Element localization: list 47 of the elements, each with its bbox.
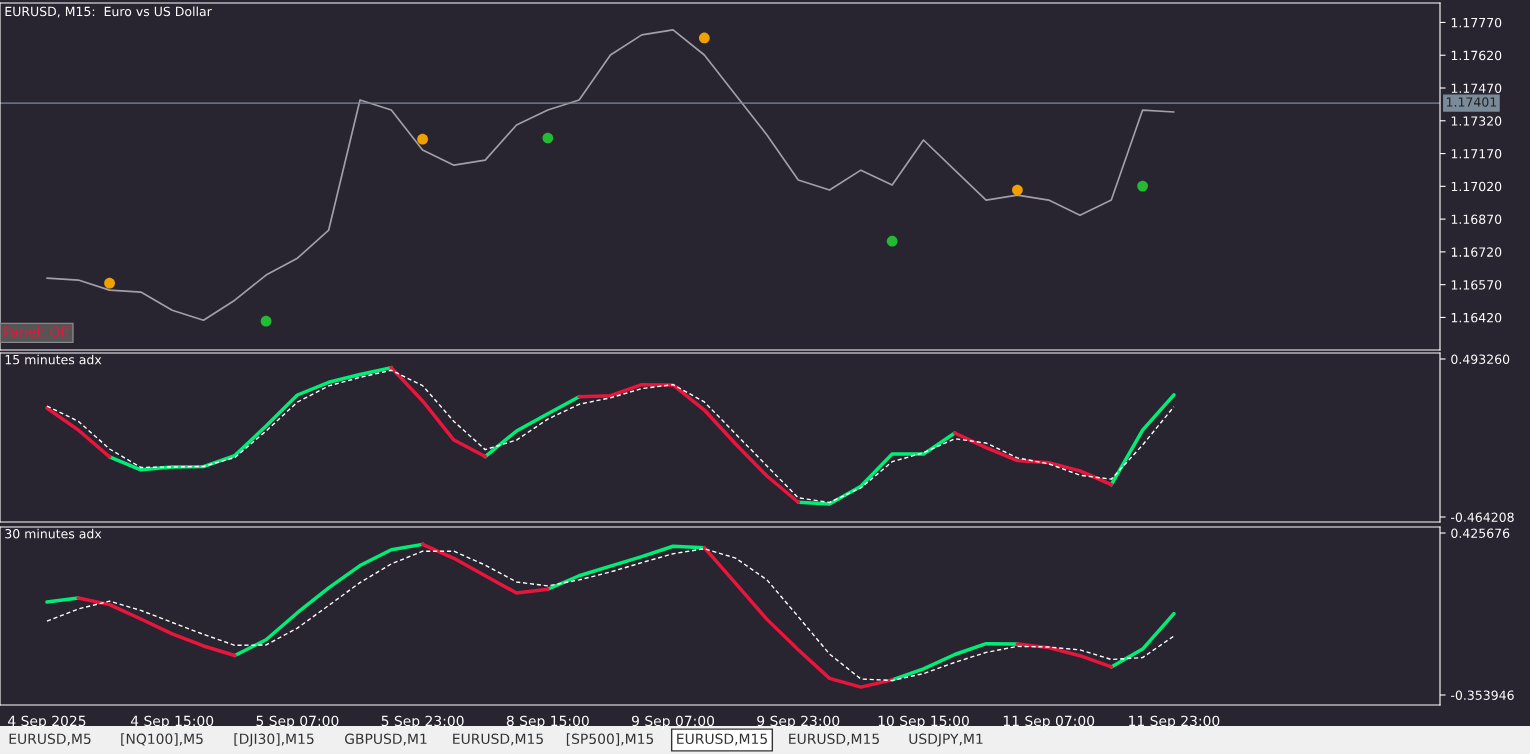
line-series: [46, 29, 1175, 322]
chart-title: EURUSD, M15: Euro vs US Dollar: [5, 6, 212, 18]
x-tick-label: 10 Sep 15:00: [878, 715, 969, 729]
chart-title: 15 minutes adx: [5, 354, 102, 365]
point: [886, 235, 898, 247]
x-tick-label: 8 Sep 15:00: [506, 715, 589, 729]
x-tick-label: 5 Sep 23:00: [381, 715, 464, 729]
y-tick-label: 0.425676: [1451, 528, 1510, 538]
text: GBPUSD,M1: [344, 733, 427, 746]
point: [542, 132, 554, 144]
y-tick-label: 1.17770: [1451, 17, 1502, 28]
point: [417, 133, 428, 145]
y-tick-label: 1.17170: [1451, 149, 1502, 159]
text: USDJPY,M1: [909, 733, 983, 747]
text: EURUSD,M5: [9, 733, 91, 746]
x-tick-label: 5 Sep 07:00: [256, 715, 339, 729]
x-tick-label: 9 Sep 23:00: [757, 715, 840, 729]
x-tick-label: 11 Sep 07:00: [1003, 715, 1095, 729]
y-tick-label: -0.464208: [1451, 512, 1514, 522]
x-tick-label: 11 Sep 23:00: [1129, 715, 1220, 729]
y-tick-label: 1.17620: [1451, 50, 1502, 61]
point: [1137, 180, 1148, 192]
y-tick-label: -0.353946: [1451, 690, 1514, 700]
text: [NQ100],M5: [121, 733, 203, 746]
text: EURUSD,M15: [677, 733, 767, 746]
text: EURUSD,M15: [789, 733, 879, 746]
x-tick-label: 4 Sep 15:00: [130, 715, 214, 729]
chart-title: 30 minutes adx: [5, 528, 102, 539]
ref-line-label: 1.17401: [1446, 97, 1497, 107]
annotation: Panel: Off: [4, 326, 71, 337]
point: [104, 277, 115, 289]
point: [260, 315, 272, 327]
x-tick-label: 4 Sep 2025: [8, 715, 86, 729]
x-tick-label: 9 Sep 07:00: [631, 715, 715, 729]
y-tick-label: 1.16570: [1451, 280, 1502, 290]
point: [698, 32, 710, 44]
y-tick-label: 1.16720: [1451, 247, 1502, 257]
y-tick-label: 1.17020: [1451, 181, 1502, 192]
y-tick-label: 1.17320: [1451, 116, 1502, 126]
y-tick-label: 1.16420: [1451, 312, 1502, 323]
y-tick-label: 1.16870: [1451, 214, 1502, 225]
y-tick-label: 0.493260: [1451, 354, 1510, 364]
text: [DJI30],M15: [234, 733, 314, 747]
text: [SP500],M15: [566, 733, 654, 746]
text: EURUSD,M15: [453, 733, 543, 746]
point: [1012, 184, 1023, 196]
y-tick-label: 1.17470: [1451, 83, 1502, 93]
